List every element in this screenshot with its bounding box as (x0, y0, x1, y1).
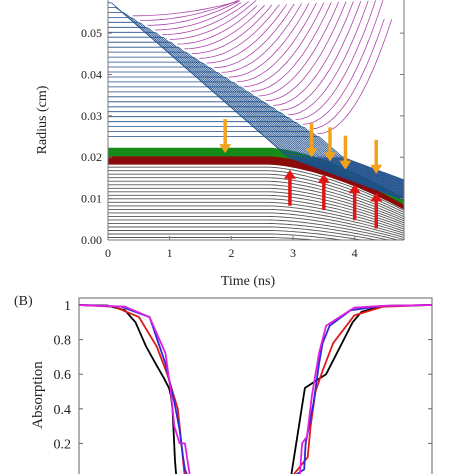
outer-layer-line (108, 12, 405, 200)
ablation-line (206, 4, 288, 64)
ablation-line (280, 0, 362, 111)
dark-red-layer-line (108, 158, 405, 208)
ablation-line (251, 2, 332, 92)
outer-layer-line (108, 131, 405, 181)
ablation-line (184, 4, 265, 50)
ablation-line (147, 0, 241, 26)
core-layer-line (108, 212, 405, 238)
outer-layer-line (108, 136, 405, 181)
outer-layer-line (108, 17, 405, 199)
ablation-line (199, 4, 280, 59)
b-y-tick-label: 0.2 (54, 437, 72, 452)
y-tick-label: 0.03 (81, 109, 102, 123)
ablation-line (169, 0, 257, 40)
panel-a-x-axis-label: Time (ns) (221, 274, 276, 289)
outer-layer-line (108, 46, 405, 195)
x-tick-label: 1 (167, 246, 173, 260)
ablation-line (140, 0, 239, 21)
x-tick-label: 3 (290, 246, 296, 260)
outer-layer-line (108, 91, 405, 188)
red-arrow-head (317, 173, 330, 183)
ablation-line (265, 1, 347, 102)
y-tick-label: 0.00 (81, 233, 102, 247)
ablation-line (302, 0, 384, 125)
panel-a-ticks: 0 1 2 3 4 0.00 0.01 0.02 0.03 0.04 0.05 (81, 26, 404, 260)
ablation-line (273, 1, 354, 106)
panel-a-chart: 0 1 2 3 40.000.010.020.030.040.05 Time (ns) … (35, 0, 405, 289)
outer-layer-line (108, 111, 405, 185)
red-arrow-head (348, 184, 361, 194)
ablation-line (258, 1, 339, 97)
y-tick-label: 0.02 (81, 150, 102, 164)
y-tick-label: 0.04 (81, 67, 102, 81)
panel-b-series (78, 304, 433, 474)
red-arrow-head (370, 192, 383, 202)
orange-arrow-head (305, 148, 318, 158)
outer-layer-line (108, 66, 405, 192)
panel-b-label: (B) (14, 294, 33, 309)
b-y-tick-label: 1 (64, 299, 71, 314)
x-tick-label: 4 (352, 246, 358, 260)
b-y-tick-label: 0.8 (54, 334, 72, 349)
panel-b-ticks: 0.2 0.4 0.6 0.8 1 (54, 299, 432, 452)
red-arrow-head (283, 169, 296, 179)
core-layer-line (108, 219, 404, 241)
outer-layer-line (108, 86, 405, 188)
x-tick-label: 2 (228, 246, 234, 260)
b-y-tick-label: 0.6 (54, 368, 72, 383)
outer-layer-line (108, 81, 405, 189)
y-tick-label: 0.05 (81, 26, 102, 40)
outer-layer-line (108, 41, 405, 195)
outer-layer-line (107, 2, 405, 201)
outer-layer-line (108, 31, 405, 197)
b-y-tick-label: 0.4 (54, 403, 72, 418)
panel-b-chart: (B) 0.2 0.4 0.6 0.8 1 Absorption (14, 294, 433, 474)
absorption-series-1 (78, 304, 433, 474)
ablation-line (154, 2, 242, 31)
y-tick-label: 0.01 (81, 192, 102, 206)
absorption-series-0 (78, 304, 433, 474)
outer-layer-line (108, 96, 405, 187)
core-layer-line (108, 215, 405, 240)
ablation-line (288, 0, 369, 116)
orange-arrow-head (339, 160, 352, 170)
ablation-line (132, 1, 238, 17)
outer-layer-line (108, 51, 405, 194)
absorption-series-2 (78, 304, 433, 474)
core-layer-line (108, 222, 404, 241)
outer-layer-line (108, 61, 405, 192)
ablation-line (243, 2, 325, 87)
x-tick-label: 0 (105, 246, 111, 260)
orange-arrow-head (219, 144, 232, 154)
dark-red-layer-line (108, 160, 405, 209)
ablation-line (221, 3, 302, 73)
panel-b-frame (78, 297, 433, 474)
panel-a-y-axis-label: Radius (cm) (35, 85, 50, 154)
outer-layer-line (108, 21, 405, 199)
panel-a-arrows (219, 119, 383, 229)
outer-layer-line (108, 71, 405, 191)
outer-layer-line (108, 26, 405, 198)
ablation-line (236, 2, 317, 83)
orange-arrow-head (370, 164, 383, 174)
outer-layer-line (108, 126, 405, 182)
ablation-line (310, 18, 385, 130)
ablation-line (228, 3, 310, 78)
absorption-series-3 (78, 304, 433, 474)
orange-arrow-head (324, 152, 336, 162)
outer-layer-line (108, 56, 405, 193)
ablation-line (177, 5, 258, 45)
ablation-line (214, 3, 295, 69)
ablation-line (295, 0, 376, 120)
outer-layer-line (108, 76, 405, 190)
ablation-line (191, 4, 273, 54)
core-layer-line (108, 208, 405, 236)
ablation-line (162, 1, 249, 36)
panel-b-y-axis-label: Absorption (30, 361, 46, 429)
